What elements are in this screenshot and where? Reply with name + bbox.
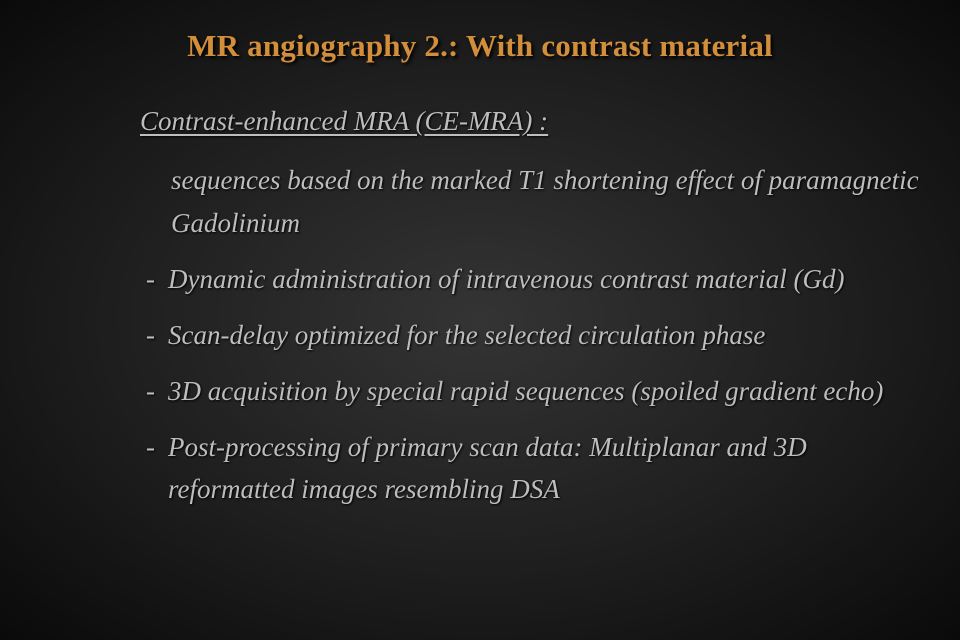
bullet-item: Post-processing of primary scan data: Mu… [140,427,925,511]
bullet-list: Dynamic administration of intravenous co… [140,259,925,510]
slide-subtitle: Contrast-enhanced MRA (CE-MRA) : [140,106,925,137]
lead-line-2: Gadolinium [171,202,925,245]
slide-title: MR angiography 2.: With contrast materia… [35,28,925,64]
lead-paragraph: sequences based on the marked T1 shorten… [171,159,925,245]
bullet-item: 3D acquisition by special rapid sequence… [140,371,925,413]
bullet-item: Dynamic administration of intravenous co… [140,259,925,301]
lead-line-1: sequences based on the marked T1 shorten… [171,165,919,195]
slide: MR angiography 2.: With contrast materia… [0,0,960,640]
bullet-item: Scan-delay optimized for the selected ci… [140,315,925,357]
